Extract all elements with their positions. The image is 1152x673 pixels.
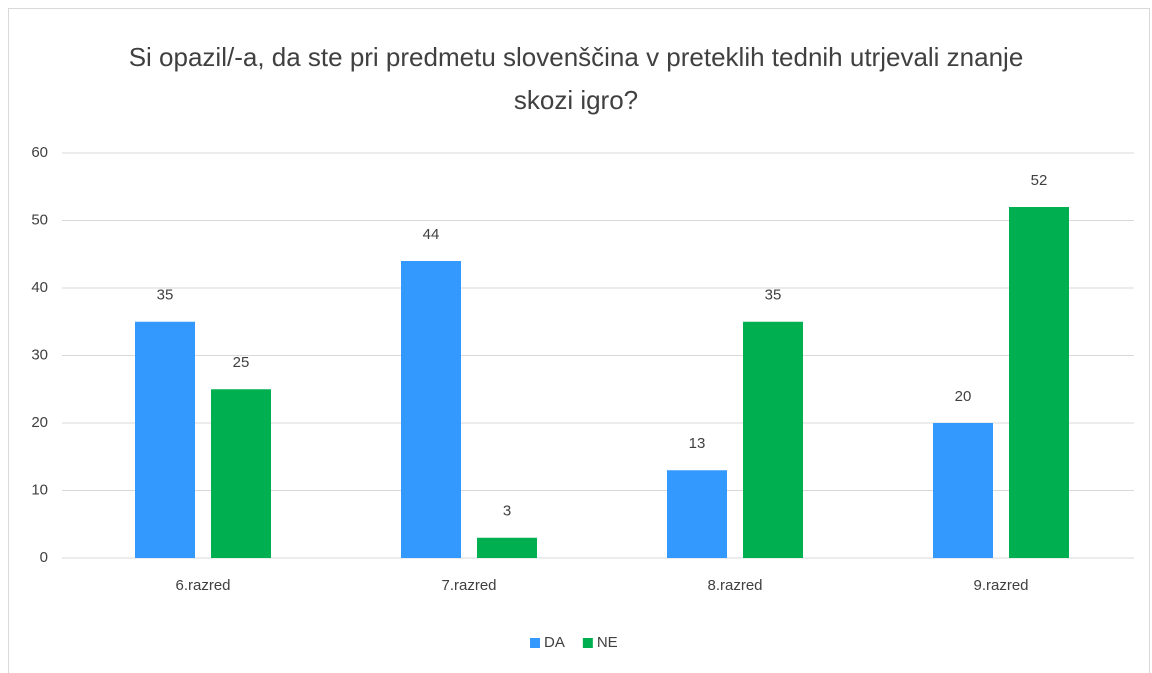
legend-swatch	[530, 638, 540, 648]
chart-title: Si opazil/-a, da ste pri predmetu sloven…	[128, 42, 1024, 115]
data-label: 13	[689, 435, 706, 452]
data-label: 52	[1031, 172, 1048, 189]
x-tick-label: 6.razred	[175, 577, 230, 594]
legend-label: DA	[544, 634, 565, 651]
x-tick-label: 9.razred	[973, 577, 1028, 594]
y-tick-label: 20	[31, 414, 48, 431]
legend-swatch	[582, 638, 593, 648]
y-tick-label: 30	[31, 346, 48, 363]
bar	[401, 261, 461, 558]
x-tick-label: 7.razred	[441, 577, 496, 594]
bar	[743, 321, 803, 558]
y-tick-label: 10	[31, 481, 48, 498]
y-tick-label: 60	[31, 144, 48, 161]
y-tick-label: 50	[31, 211, 48, 228]
data-label: 35	[157, 287, 174, 304]
bar	[667, 470, 727, 558]
x-tick-label: 8.razred	[707, 577, 762, 594]
data-label: 35	[765, 287, 782, 304]
bar	[933, 423, 993, 558]
y-tick-label: 0	[40, 549, 48, 566]
bar	[211, 389, 271, 558]
legend-label: NE	[597, 634, 618, 651]
data-label: 44	[423, 226, 440, 243]
bar	[1009, 207, 1069, 558]
bar	[477, 537, 537, 558]
data-label: 20	[955, 388, 972, 405]
bar	[135, 321, 195, 558]
data-label: 25	[233, 354, 250, 371]
chart-frame	[8, 8, 1150, 673]
y-tick-label: 40	[31, 279, 48, 296]
data-label: 3	[503, 503, 511, 520]
